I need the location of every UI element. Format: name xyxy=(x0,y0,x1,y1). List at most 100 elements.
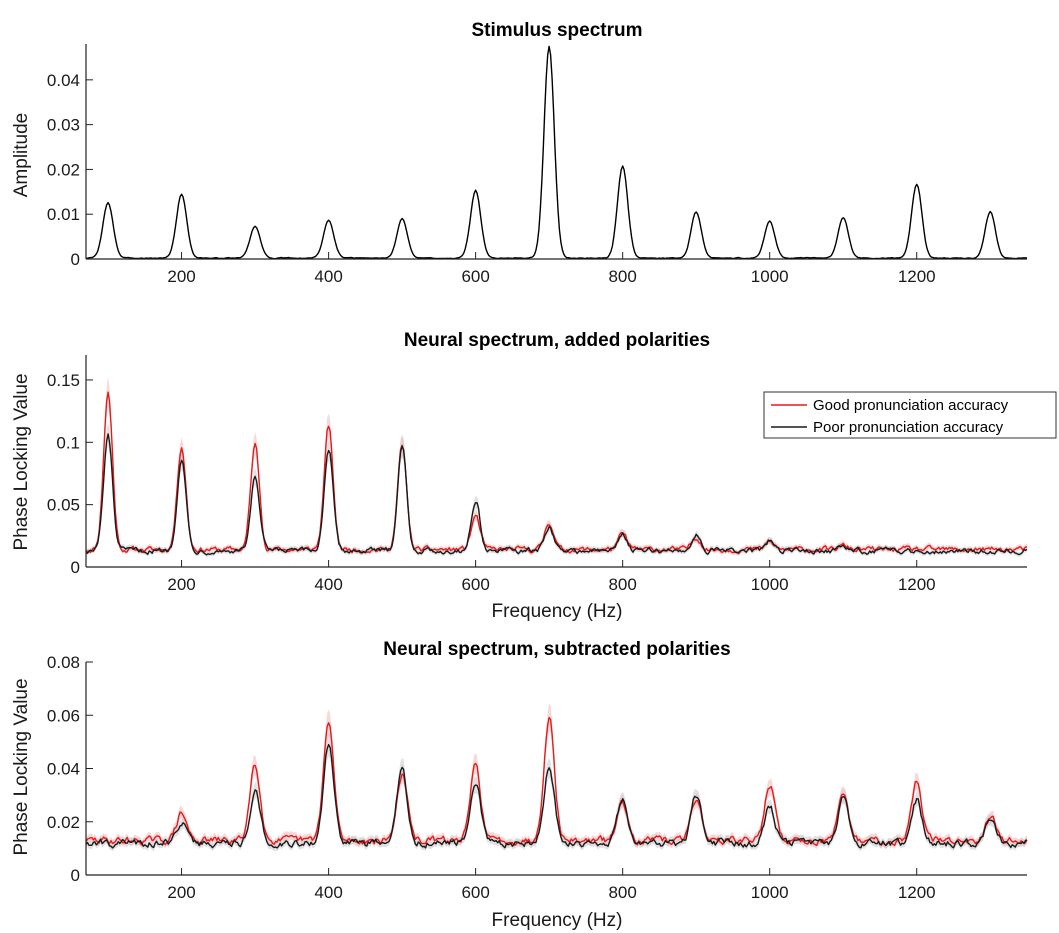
y-tick-label: 0.04 xyxy=(47,760,80,779)
data-point xyxy=(402,771,403,772)
data-point xyxy=(475,515,476,516)
data-point xyxy=(769,805,770,806)
data-point xyxy=(916,781,917,782)
data-point xyxy=(108,392,109,393)
y-ticks: 0 0.02 0.04 0.06 0.08 xyxy=(47,653,93,885)
data-point xyxy=(328,723,329,724)
y-tick-label: 0.08 xyxy=(47,653,80,672)
data-point xyxy=(255,792,256,793)
data-point xyxy=(696,534,697,535)
x-tick-label: 800 xyxy=(608,267,636,286)
x-tick-label: 600 xyxy=(461,575,489,594)
data-point xyxy=(328,744,329,745)
x-tick-label: 400 xyxy=(314,267,342,286)
axes-frame xyxy=(85,662,1027,876)
data-point xyxy=(916,800,917,801)
data-point xyxy=(255,226,256,227)
data-point xyxy=(843,217,844,218)
x-tick-label: 400 xyxy=(314,883,342,902)
x-tick-label: 800 xyxy=(608,883,636,902)
x-tick-label: 1200 xyxy=(898,267,936,286)
y-tick-label: 0 xyxy=(71,866,80,885)
y-ticks: 0 0.05 0.1 0.15 xyxy=(47,371,93,577)
series-line xyxy=(85,433,1028,556)
x-tick-label: 800 xyxy=(608,575,636,594)
data-point xyxy=(843,797,844,798)
data-point xyxy=(475,765,476,766)
data-point xyxy=(475,190,476,191)
data-point xyxy=(181,458,182,459)
data-point xyxy=(769,784,770,785)
series-lines xyxy=(85,391,1028,556)
x-tick-label: 1000 xyxy=(751,575,789,594)
data-point xyxy=(769,540,770,541)
y-tick-label: 0.05 xyxy=(47,496,80,515)
x-tick-label: 400 xyxy=(314,575,342,594)
x-axis-label: Frequency (Hz) xyxy=(492,910,623,931)
y-tick-label: 0.06 xyxy=(47,706,80,725)
y-tick-label: 0 xyxy=(71,558,80,577)
data-point xyxy=(622,797,623,798)
y-tick-label: 0 xyxy=(71,250,80,269)
data-point xyxy=(255,763,256,764)
data-point xyxy=(843,547,844,548)
chart-title: Neural spectrum, subtracted polarities xyxy=(383,639,730,660)
legend-label-good: Good pronunciation accuracy xyxy=(813,397,1009,414)
y-tick-label: 0.02 xyxy=(47,160,80,179)
chart-title: Neural spectrum, added polarities xyxy=(404,330,710,351)
x-tick-label: 1000 xyxy=(751,267,789,286)
data-point xyxy=(549,527,550,528)
data-point xyxy=(255,444,256,445)
data-point xyxy=(181,446,182,447)
data-point xyxy=(328,426,329,427)
axes-frame xyxy=(85,355,1027,568)
data-point xyxy=(549,715,550,716)
x-axis-label: Frequency (Hz) xyxy=(492,601,623,622)
data-point xyxy=(402,444,403,445)
x-tick-label: 1200 xyxy=(898,575,936,594)
series-line xyxy=(85,716,1028,847)
data-point xyxy=(108,203,109,204)
x-tick-label: 200 xyxy=(167,267,195,286)
y-tick-label: 0.02 xyxy=(47,813,80,832)
data-point xyxy=(696,211,697,212)
confidence-band xyxy=(86,422,1027,558)
data-point xyxy=(549,765,550,766)
bands xyxy=(86,703,1027,852)
data-point xyxy=(475,784,476,785)
data-point xyxy=(769,220,770,221)
chart-title: Stimulus spectrum xyxy=(471,20,642,41)
x-tick-label: 200 xyxy=(167,883,195,902)
data-point xyxy=(181,813,182,814)
y-tick-label: 0.04 xyxy=(47,71,80,90)
data-point xyxy=(622,533,623,534)
panel-neural-added: Neural spectrum, added polarities Phase … xyxy=(11,330,1057,622)
x-ticks: 200 400 600 800 1000 1200 xyxy=(167,252,936,286)
y-tick-label: 0.03 xyxy=(47,116,80,135)
data-point xyxy=(402,218,403,219)
series-lines xyxy=(85,45,1027,260)
legend-label-poor: Poor pronunciation accuracy xyxy=(813,419,1004,436)
confidence-band xyxy=(86,703,1027,850)
y-axis-label: Phase Locking Value xyxy=(11,373,32,550)
data-point xyxy=(328,448,329,449)
y-tick-label: 0.1 xyxy=(56,433,80,452)
x-tick-label: 1200 xyxy=(898,883,936,902)
y-ticks: 0 0.01 0.02 0.03 0.04 xyxy=(47,71,93,269)
data-point xyxy=(475,500,476,501)
y-axis-label: Phase Locking Value xyxy=(11,678,32,855)
series-line xyxy=(85,743,1028,849)
axes-frame xyxy=(85,44,1027,260)
data-point xyxy=(108,436,109,437)
x-ticks: 200 400 600 800 1000 1200 xyxy=(167,868,936,902)
x-tick-label: 600 xyxy=(461,883,489,902)
data-point xyxy=(696,795,697,796)
legend-box xyxy=(763,391,1057,439)
x-tick-label: 1000 xyxy=(751,883,789,902)
data-point xyxy=(255,478,256,479)
data-point xyxy=(990,813,991,814)
y-axis-label: Amplitude xyxy=(11,113,32,198)
data-point xyxy=(622,165,623,166)
y-tick-label: 0.15 xyxy=(47,371,80,390)
